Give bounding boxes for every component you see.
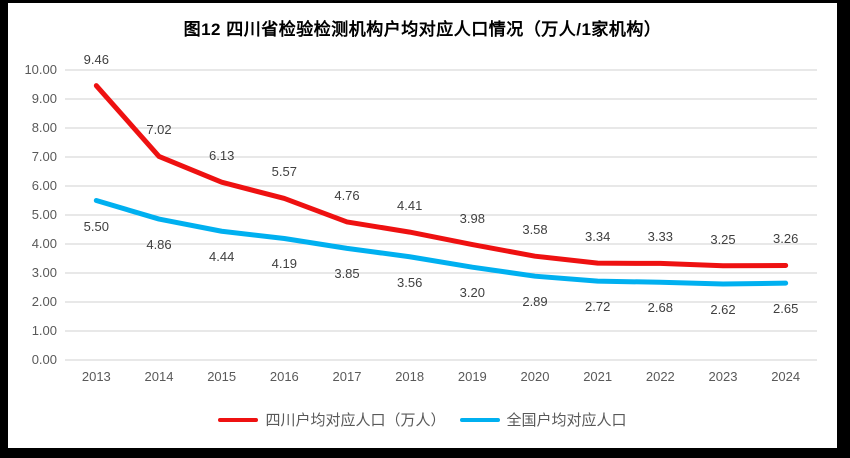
data-label-sichuan: 3.26 [773,231,799,247]
data-label-sichuan: 3.98 [459,210,485,226]
x-axis-label: 2019 [457,369,487,384]
legend-item-national: 全国户均对应人口 [459,409,627,430]
data-label-sichuan: 9.46 [83,51,109,67]
data-label-national: 2.62 [710,302,736,318]
y-axis-tick-label: 6.00 [31,178,57,193]
y-axis-tick-label: 4.00 [31,236,57,251]
y-axis-tick-label: 0.00 [31,352,57,367]
legend-label-national: 全国户均对应人口 [506,412,627,429]
legend-line-sample-red [218,417,259,422]
data-label-national: 2.65 [773,301,799,317]
plot-svg [65,69,817,361]
data-label-national: 3.85 [334,266,360,282]
y-axis-tick-label: 9.00 [31,91,57,106]
data-label-national: 4.44 [209,249,235,265]
data-label-sichuan: 5.57 [271,164,297,180]
data-label-national: 3.56 [397,274,423,290]
legend-label-sichuan: 四川户均对应人口（万人） [265,412,446,429]
data-label-sichuan: 7.02 [146,122,172,138]
data-label-sichuan: 6.13 [209,148,235,164]
x-axis-label: 2016 [269,369,299,384]
x-axis-label: 2013 [81,369,111,384]
data-label-national: 2.68 [647,300,673,316]
x-axis-label: 2017 [332,369,362,384]
data-label-sichuan: 4.41 [397,198,423,214]
x-axis-label: 2021 [583,369,613,384]
data-label-sichuan: 3.58 [522,222,548,238]
series-line-sichuan [93,83,789,269]
data-label-sichuan: 3.25 [710,231,736,247]
x-axis-label: 2020 [520,369,550,384]
x-axis-label: 2018 [395,369,425,384]
legend: 四川户均对应人口（万人） 全国户均对应人口 [8,409,837,430]
y-axis-tick-label: 3.00 [31,265,57,280]
x-axis-label: 2022 [645,369,675,384]
x-axis-label: 2024 [771,369,801,384]
data-label-national: 2.89 [522,294,548,310]
y-axis-tick-label: 10.00 [24,62,57,77]
data-label-national: 2.72 [585,299,611,315]
data-label-sichuan: 4.76 [334,187,360,203]
data-label-sichuan: 3.33 [647,229,673,245]
data-label-national: 3.20 [459,285,485,301]
series-line-national [93,198,789,287]
y-axis-tick-label: 1.00 [31,323,57,338]
x-axis-label: 2023 [708,369,738,384]
y-axis-tick-label: 5.00 [31,207,57,222]
legend-item-sichuan: 四川户均对应人口（万人） [218,409,446,430]
data-label-national: 4.19 [271,256,297,272]
data-label-sichuan: 3.34 [585,229,611,245]
chart-canvas: 图12 四川省检验检测机构户均对应人口情况（万人/1家机构） 0.00 1.00 2… [8,3,837,448]
chart-title: 图12 四川省检验检测机构户均对应人口情况（万人/1家机构） [183,20,662,39]
y-axis-tick-label: 7.00 [31,149,57,164]
y-axis-tick-label: 2.00 [31,294,57,309]
data-label-national: 5.50 [83,218,109,234]
data-label-national: 4.86 [146,237,172,253]
x-axis-label: 2014 [144,369,174,384]
x-axis-label: 2015 [207,369,237,384]
legend-line-sample-blue [459,417,500,422]
y-axis-tick-label: 8.00 [31,120,57,135]
